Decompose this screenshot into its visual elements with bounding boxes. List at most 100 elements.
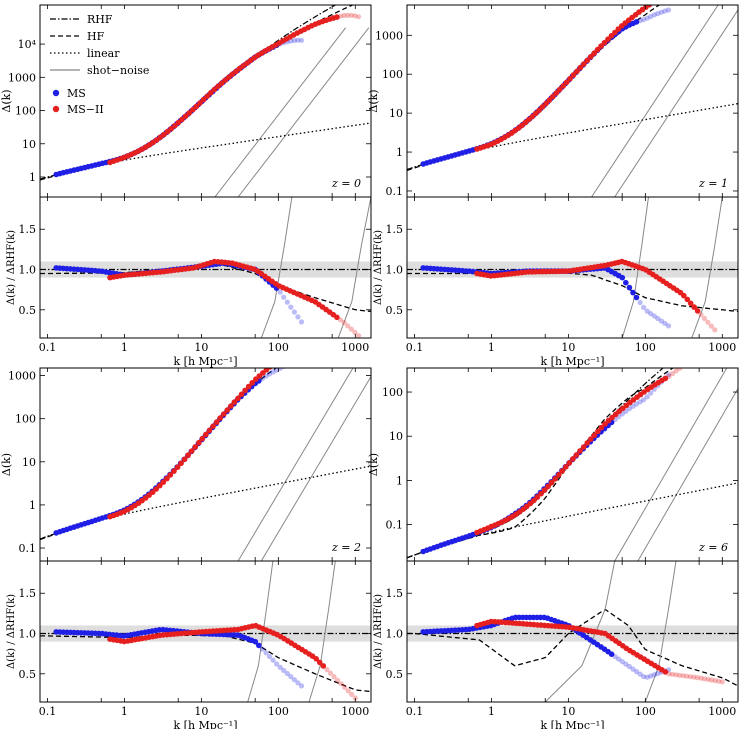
ms2-point [581, 61, 587, 67]
y-tick-label: 10 [389, 430, 403, 443]
ms2-point [313, 333, 319, 339]
ms2-point [337, 13, 344, 19]
shot-noise-ratio-curve [691, 197, 723, 338]
y-tick-label: 0.5 [19, 668, 37, 681]
panel-z1: 0.1 1 10 100 1000 0.1 1 10 100 1000 0.5 1.0 1.5 Δ(k) Δ… [367, 4, 739, 368]
y-tick-label: 100 [15, 413, 36, 426]
ms2-point [271, 361, 277, 367]
ms2-ratio-point [680, 673, 686, 679]
linear-curve [40, 122, 371, 180]
shot-noise-ratio-curve [544, 561, 616, 702]
bottom-frame [39, 196, 372, 339]
ms2-point [221, 411, 227, 417]
y-tick-label: 1 [29, 499, 36, 512]
ms2-point [190, 106, 196, 113]
x-tick-label: 1000 [708, 341, 736, 354]
linear-curve [407, 482, 738, 559]
ms2-point [563, 464, 569, 470]
ms2-point [210, 423, 216, 430]
ms-ratio-point [630, 289, 636, 296]
ms2-ratio-point [694, 675, 701, 681]
linear-curve [407, 102, 738, 171]
ms-ratio-point [644, 674, 650, 680]
x-tick-label: 10 [561, 705, 575, 718]
ms-ratio-point [626, 663, 633, 670]
x-tick-label: 10 [561, 341, 575, 354]
ms2-point [267, 368, 273, 370]
x-axis-label: k [h Mpc⁻¹] [540, 355, 604, 368]
ms-point [658, 9, 665, 15]
ms2-ratio-point [716, 678, 722, 684]
x-tick-label: 1000 [708, 705, 736, 718]
ms-ratio-point [641, 304, 647, 310]
ms2-ratio-point [348, 326, 354, 332]
top-plot-area [407, 5, 738, 197]
redshift-label: z = 6 [698, 541, 728, 554]
x-tick-label: 1 [488, 341, 495, 354]
ms-point [644, 15, 650, 21]
panel-z2: 0.1 1 10 100 1000 0.1 1 10 100 1000 0.5 1.0 1.5 Δ(k) Δ… [0, 328, 372, 732]
ms2-point [186, 110, 192, 116]
redshift-label: z = 0 [331, 177, 361, 190]
ms-ratio-point [651, 672, 657, 678]
ms2-point [310, 335, 316, 341]
y-tick-label: 1.0 [386, 264, 404, 277]
y-tick-label: 1000 [375, 29, 403, 42]
ms2-point [189, 448, 195, 454]
ms2-ratio-point [324, 666, 330, 673]
x-tick-label: 100 [268, 341, 289, 354]
ms-ratio-point [623, 279, 629, 286]
y-tick-label: 10 [22, 456, 36, 469]
top-frame [39, 367, 372, 562]
ms-point [285, 362, 290, 367]
ms2-point [545, 483, 551, 490]
y-tick-label: 1.5 [386, 587, 404, 600]
ratio-plot-area [407, 197, 738, 338]
ms2-point [539, 104, 546, 110]
ms2-ratio-point [338, 681, 344, 687]
ms-ratio-point [662, 320, 668, 326]
y-tick-label: 0.1 [386, 185, 404, 198]
hf-ratio-curve [40, 634, 371, 693]
ms-ratio-point [281, 667, 287, 674]
ms2-ratio-point [331, 674, 337, 680]
ms-ratio-point [648, 311, 654, 317]
ms2-point [164, 475, 170, 482]
ms2-point [263, 368, 270, 373]
top-plot-area [40, 5, 371, 197]
ms2-point [185, 452, 191, 458]
ms2-ratio-point [662, 669, 669, 675]
ms-point [299, 357, 304, 362]
ms2-ratio-point [684, 673, 690, 679]
ms2-point [570, 72, 577, 78]
ms-ratio-point [298, 683, 305, 689]
ms2-point [684, 361, 689, 366]
y-tick-label: 0.5 [386, 304, 404, 317]
ms2-point [235, 395, 241, 402]
ms2-point [591, 432, 598, 439]
shot-noise-ratio-curve [260, 197, 293, 338]
ms2-point [324, 329, 329, 334]
ms2-point [296, 343, 302, 349]
ms-ratio-point [626, 284, 633, 291]
ms-point [292, 359, 297, 364]
ms2-point [598, 424, 605, 431]
ms-point [630, 403, 636, 409]
ms-point [648, 13, 654, 20]
y-tick-label: 1.5 [19, 223, 37, 236]
ms2-point [702, 348, 707, 353]
ms2-ratio-point [719, 679, 725, 685]
ms-ratio-point [277, 289, 283, 295]
ms2-point [289, 348, 295, 354]
ms-ratio-point [616, 656, 622, 662]
ms-ratio-point [630, 666, 636, 672]
redshift-label: z = 1 [698, 177, 728, 190]
ms2-point [673, 368, 679, 374]
legend-label: linear [87, 47, 120, 60]
ms-ratio-point [263, 650, 269, 656]
legend-label: RHF [87, 13, 113, 26]
ms2-point [199, 435, 206, 442]
bottom-frame [406, 196, 739, 339]
ms2-ratio-point [684, 296, 691, 303]
ms2-point [328, 328, 333, 333]
